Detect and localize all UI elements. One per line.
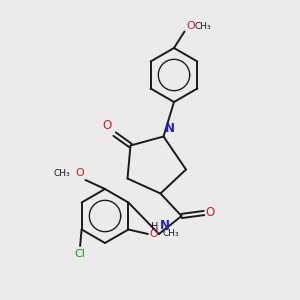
Text: Cl: Cl xyxy=(75,249,86,259)
Text: O: O xyxy=(149,229,158,239)
Text: O: O xyxy=(186,21,195,31)
Text: H: H xyxy=(151,222,158,232)
Text: O: O xyxy=(206,206,215,220)
Text: N: N xyxy=(165,122,175,135)
Text: CH₃: CH₃ xyxy=(195,22,211,31)
Text: CH₃: CH₃ xyxy=(163,230,179,238)
Text: CH₃: CH₃ xyxy=(54,169,70,178)
Text: O: O xyxy=(102,119,112,132)
Text: N: N xyxy=(160,219,170,232)
Text: O: O xyxy=(75,169,84,178)
